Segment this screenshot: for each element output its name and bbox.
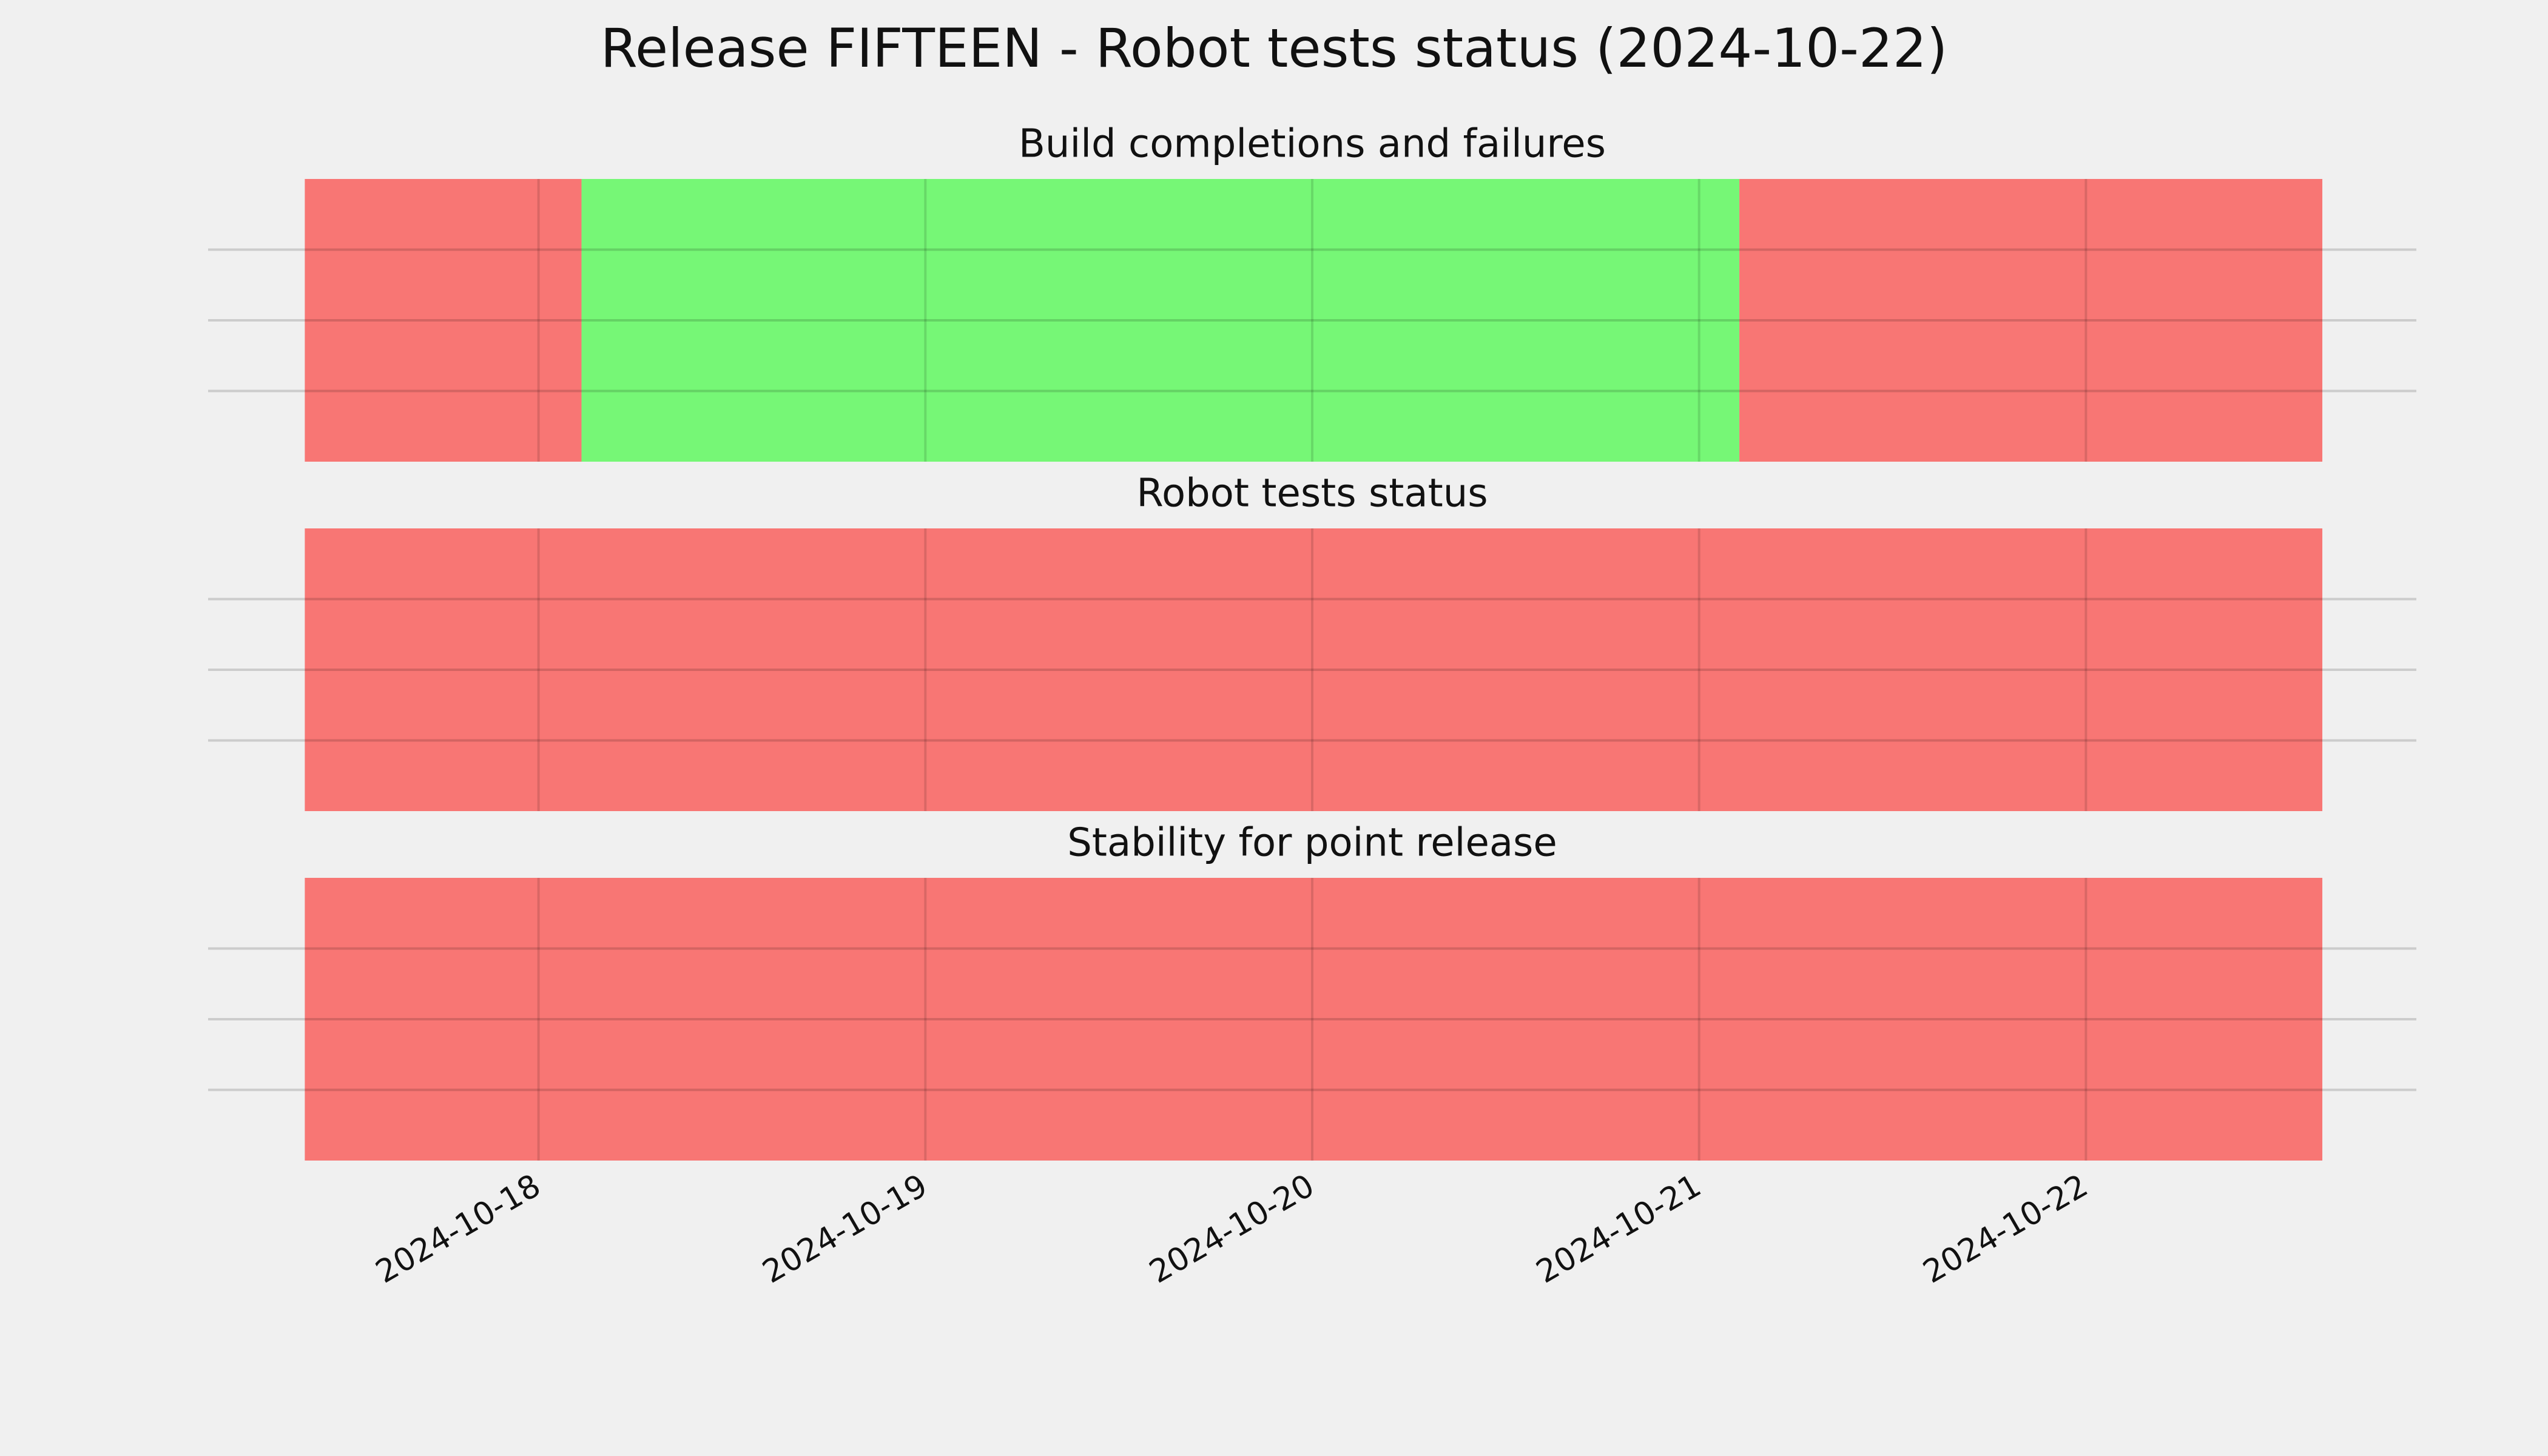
chart-title: Release FIFTEEN - Robot tests status (20… [601,17,1947,79]
x-tick-label: 2024-10-22 [1917,1167,2094,1290]
x-tick-label: 2024-10-18 [369,1167,547,1290]
status-span [305,179,582,462]
panel-title: Build completions and failures [1019,122,1606,167]
status-span [305,528,2323,811]
panel-title: Robot tests status [1136,471,1488,516]
x-tick-label: 2024-10-21 [1530,1167,1707,1290]
x-tick-label: 2024-10-19 [757,1167,934,1290]
status-span [1739,179,2323,462]
status-span [581,179,1740,462]
panel-title: Stability for point release [1067,821,1557,866]
status-span [305,878,2323,1161]
x-tick-label: 2024-10-20 [1144,1167,1321,1290]
